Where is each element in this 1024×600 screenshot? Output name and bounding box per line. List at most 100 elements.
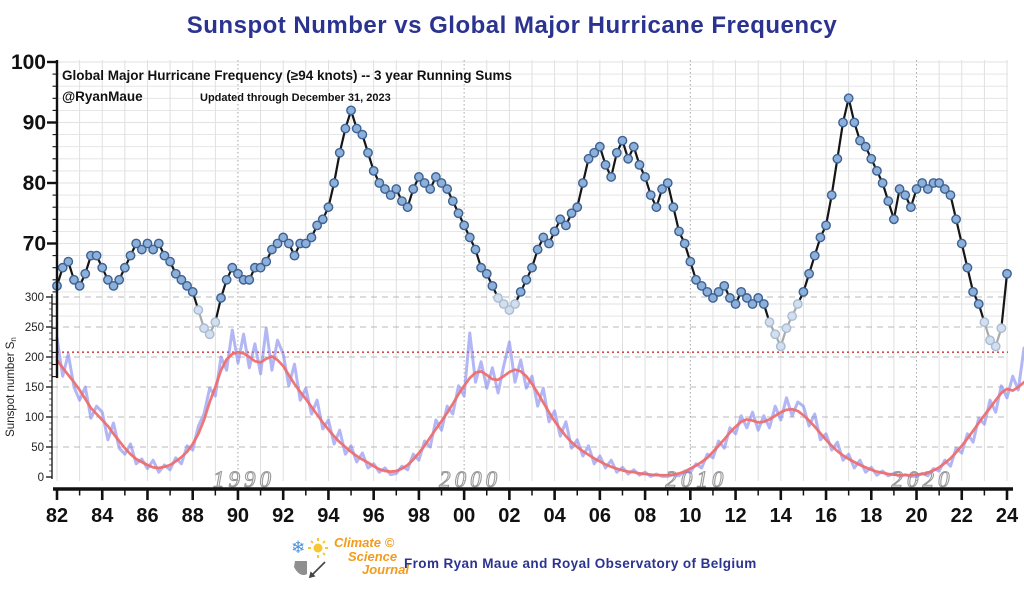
x-tick-label: 14 (770, 505, 793, 527)
hurricane-point (549, 226, 560, 237)
hurricane-point (108, 280, 119, 291)
hurricane-point (504, 305, 515, 315)
x-tick-label: 16 (815, 505, 837, 527)
sun-icon (308, 538, 328, 558)
series-annotation: Global Major Hurricane Frequency (≥94 kn… (62, 68, 513, 83)
hurricane-point (170, 268, 181, 279)
pen-icon (308, 561, 326, 579)
sunspot-tick-label: 300 (25, 292, 44, 304)
chart-title: Sunspot Number vs Global Major Hurricane… (186, 12, 838, 39)
hurricane-point (634, 159, 645, 170)
hurricane-point (329, 178, 339, 188)
hurricane-tick-label: 100 (11, 51, 46, 74)
hurricane-point (741, 293, 752, 303)
hurricane-point (233, 268, 243, 279)
hurricane-point (798, 286, 809, 297)
hurricane-point (883, 196, 894, 207)
x-tick-label: 88 (182, 505, 204, 527)
hurricane-point (939, 184, 950, 194)
hurricane-point (979, 317, 990, 328)
hurricane-point (905, 202, 916, 213)
hurricane-point (187, 286, 198, 297)
logo-line-climate: Climate (334, 535, 381, 550)
hurricane-point (199, 323, 209, 334)
hurricane-point (510, 299, 520, 309)
x-tick-label: 10 (679, 505, 701, 527)
hurricane-point (696, 280, 707, 291)
hurricane-point (397, 196, 407, 207)
hurricane-point (572, 202, 583, 213)
hurricane-point (334, 147, 345, 158)
hurricane-point (80, 268, 91, 279)
hurricane-point (63, 256, 74, 267)
hurricane-point (826, 190, 837, 201)
hurricane-point (470, 244, 481, 255)
hurricane-point (544, 238, 554, 249)
hurricane-point (781, 323, 792, 334)
hurricane-point (855, 135, 865, 146)
hurricane-point (674, 226, 684, 237)
hurricane-point (990, 341, 1001, 352)
hurricane-point (623, 153, 634, 164)
hurricane-point (136, 244, 147, 255)
hurricane-point (532, 244, 543, 255)
hurricane-point (838, 117, 848, 128)
hurricane-point (153, 238, 164, 249)
x-tick-label: 98 (408, 505, 430, 527)
hurricane-point (210, 317, 221, 328)
hurricane-point (487, 280, 498, 291)
axes (46, 60, 1013, 500)
sunspot-tick-label: 50 (31, 442, 44, 454)
hurricane-point (945, 190, 956, 201)
hurricane-point (102, 274, 113, 285)
hurricane-point (300, 238, 311, 249)
hurricane-point (74, 280, 85, 291)
x-tick-label: 24 (996, 505, 1019, 527)
hurricane-point (57, 262, 68, 273)
hurricane-point (476, 262, 487, 273)
hurricane-point (97, 262, 108, 273)
hurricane-point (600, 159, 611, 170)
hurricane-point (872, 165, 882, 176)
hurricane-point (685, 256, 696, 267)
hurricane-point (645, 190, 656, 201)
hurricane-point (182, 280, 192, 291)
hurricane-point (165, 256, 175, 267)
hurricane-point (730, 299, 741, 309)
hurricane-point (114, 274, 125, 285)
hurricane-point (815, 232, 826, 243)
hurricane-tick-label: 90 (23, 112, 46, 135)
hurricane-point (583, 153, 594, 164)
hurricane-point (442, 184, 453, 194)
sunspot-series (55, 326, 1024, 478)
sunspot-tick-label: 250 (25, 322, 44, 334)
hurricane-point (283, 238, 294, 249)
hurricane-point (606, 172, 617, 182)
hurricane-point (436, 178, 447, 188)
hurricane-point (119, 262, 130, 273)
hurricane-point (973, 299, 984, 309)
hurricane-point (889, 214, 899, 225)
hurricane-point (900, 190, 911, 201)
hurricane-point (142, 238, 153, 249)
hurricane-series (52, 93, 1012, 352)
logo-line-science: Science (348, 548, 398, 564)
hurricane-point (261, 256, 272, 267)
x-tick-label: 82 (46, 505, 68, 527)
hurricane-point (346, 105, 356, 116)
sunspot-tick-label: 200 (25, 352, 44, 364)
hurricane-point (770, 329, 781, 340)
x-tick-label: 02 (498, 505, 520, 527)
hurricane-point (125, 250, 136, 261)
x-tick-label: 12 (724, 505, 746, 527)
sunspot-tick-label: 100 (25, 412, 44, 424)
hurricane-point (385, 190, 396, 201)
hurricane-point (414, 172, 424, 182)
hurricane-point (996, 323, 1007, 334)
copyright-mark: © (384, 535, 395, 550)
hurricane-point (69, 274, 79, 285)
hurricane-point (809, 250, 820, 261)
hurricane-point (227, 262, 238, 273)
hurricane-point (176, 274, 187, 285)
hurricane-point (555, 214, 566, 225)
